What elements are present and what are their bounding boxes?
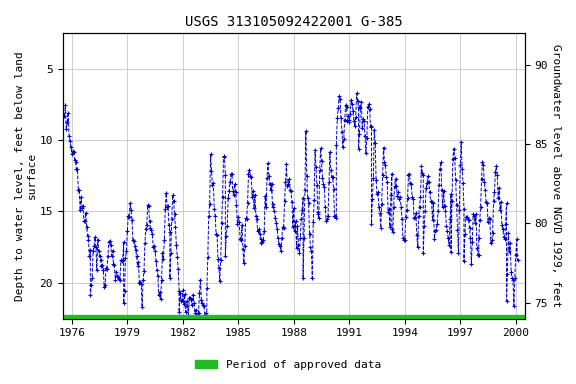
Y-axis label: Depth to water level, feet below land
surface: Depth to water level, feet below land su… (15, 51, 37, 301)
Y-axis label: Groundwater level above NGVD 1929, feet: Groundwater level above NGVD 1929, feet (551, 44, 561, 307)
Title: USGS 313105092422001 G-385: USGS 313105092422001 G-385 (185, 15, 403, 29)
Legend: Period of approved data: Period of approved data (191, 356, 385, 375)
